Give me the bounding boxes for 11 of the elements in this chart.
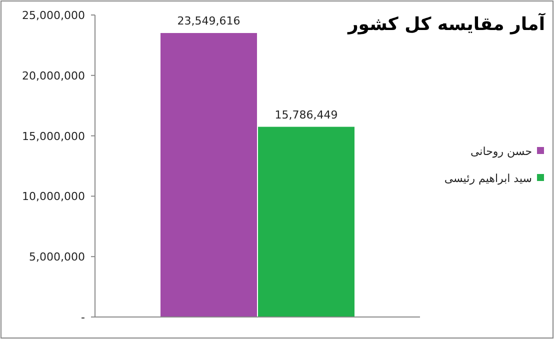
ytick: 5,000,000 xyxy=(29,250,85,264)
data-label: 23,549,616 xyxy=(177,14,240,28)
legend-label: سید ابراهیم رئیسی xyxy=(444,172,532,185)
ytick: 15,000,000 xyxy=(22,130,85,143)
ytick: - xyxy=(81,311,85,324)
ytick: 10,000,000 xyxy=(22,190,85,204)
title: آمار مقایسه کل کشور xyxy=(348,14,545,35)
data-label: 15,786,449 xyxy=(274,108,338,122)
legend-label: حسن روحانی xyxy=(470,145,532,158)
ytick: 25,000,000 xyxy=(22,9,85,22)
ytick: 20,000,000 xyxy=(22,69,85,82)
